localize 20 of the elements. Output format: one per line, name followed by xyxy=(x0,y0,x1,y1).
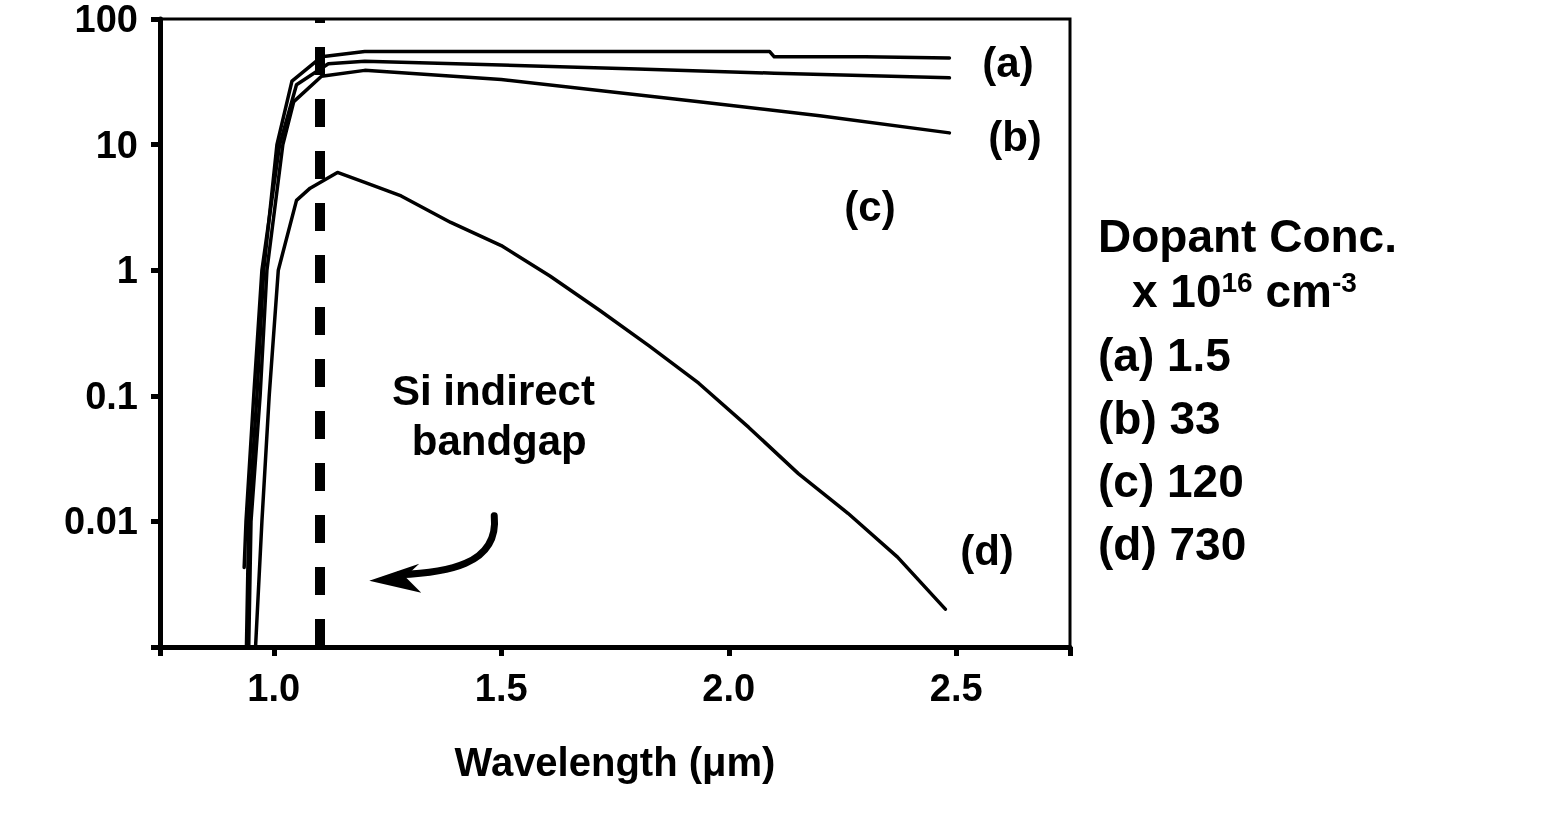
y-tick-label: 10 xyxy=(95,123,138,166)
annotation: (c) xyxy=(844,182,896,230)
y-tick-label: 100 xyxy=(74,0,138,40)
annotation: (d) xyxy=(960,526,1014,574)
text: (d) 730 xyxy=(1098,518,1247,570)
annotation: (b) xyxy=(988,112,1042,160)
x-tick-label: 1.0 xyxy=(247,667,301,709)
y-tick-label: 0.01 xyxy=(64,500,138,543)
y-tick-label: 0.1 xyxy=(85,374,138,417)
ref-line-label: Si indirect bandgap xyxy=(391,367,607,465)
text: (c) 120 xyxy=(1098,455,1244,507)
x-tick-label: 2.5 xyxy=(929,667,983,709)
y-tick-label: 1 xyxy=(116,249,138,292)
annotation: (a) xyxy=(982,38,1034,86)
x-tick-label: 1.5 xyxy=(474,667,528,709)
text: (b) 33 xyxy=(1098,392,1221,444)
x-tick-label: 2.0 xyxy=(702,667,756,709)
text: (a) 1.5 xyxy=(1098,329,1231,381)
x-axis-title: Wavelength (μm) xyxy=(454,740,776,784)
text: Dopant Conc. xyxy=(1098,210,1397,262)
